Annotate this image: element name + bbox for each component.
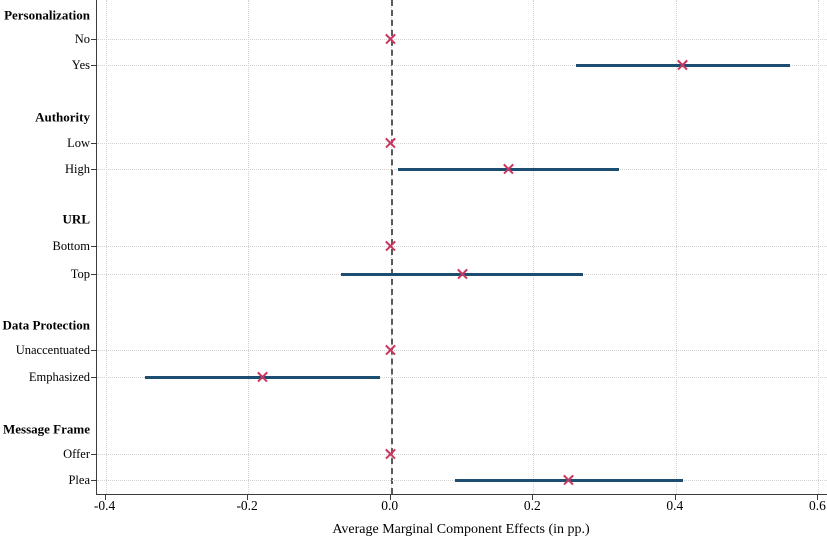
point-estimate-x-marker [502,163,515,176]
group-header-label: URL [62,211,90,227]
level-label: Unaccentuated [15,342,90,357]
group-header-label: Personalization [4,7,90,23]
horizontal-gridline [97,454,827,455]
point-estimate-x-marker [256,371,269,384]
y-axis-tick [91,454,96,455]
group-header-label: Authority [35,109,90,125]
y-axis-tick [91,246,96,247]
level-label: No [74,31,90,46]
horizontal-gridline [97,65,827,66]
y-axis-tick [91,350,96,351]
horizontal-gridline [97,143,827,144]
x-axis-title: Average Marginal Component Effects (in p… [332,522,590,537]
point-estimate-x-marker [384,33,397,46]
point-estimate-x-marker [384,344,397,357]
horizontal-gridline [97,246,827,247]
vertical-gridline [248,0,250,494]
x-tick-label: 0.0 [381,498,399,513]
y-axis-tick [91,274,96,275]
x-tick-label: 0.6 [809,498,826,513]
point-estimate-x-marker [384,448,397,461]
y-axis-tick [91,480,96,481]
y-axis-tick [91,143,96,144]
level-label: High [65,161,90,176]
plot-area [96,0,827,495]
vertical-gridline [533,0,535,494]
horizontal-gridline [97,350,827,351]
vertical-gridline [675,0,677,494]
level-label: Low [67,135,90,150]
x-axis-tick [817,495,819,500]
x-tick-label: 0.4 [666,498,684,513]
point-estimate-x-marker [384,240,397,253]
point-estimate-x-marker [562,474,575,487]
x-axis-tick [247,495,249,500]
horizontal-gridline [97,377,827,378]
x-tick-label: -0.4 [93,498,116,513]
point-estimate-x-marker [676,59,689,72]
y-axis-tick [91,39,96,40]
point-estimate-x-marker [456,268,469,281]
x-axis-tick [674,495,676,500]
x-axis-tick [532,495,534,500]
y-axis-tick [91,377,96,378]
horizontal-gridline [97,39,827,40]
y-axis-tick [91,169,96,170]
vertical-gridline [105,0,107,494]
level-label: Offer [63,446,90,461]
vertical-gridline [818,0,820,494]
point-estimate-x-marker [384,137,397,150]
y-axis-tick [91,65,96,66]
level-label: Top [70,266,90,281]
group-header-label: Data Protection [2,317,90,333]
group-header-label: Message Frame [3,421,90,437]
level-label: Bottom [52,238,90,253]
x-axis-tick [104,495,106,500]
x-axis-tick [389,495,391,500]
level-label: Yes [71,57,90,72]
level-label: Emphasized [28,369,90,384]
level-label: Plea [68,472,90,487]
x-tick-label: -0.2 [236,498,258,513]
x-tick-label: 0.2 [523,498,541,513]
